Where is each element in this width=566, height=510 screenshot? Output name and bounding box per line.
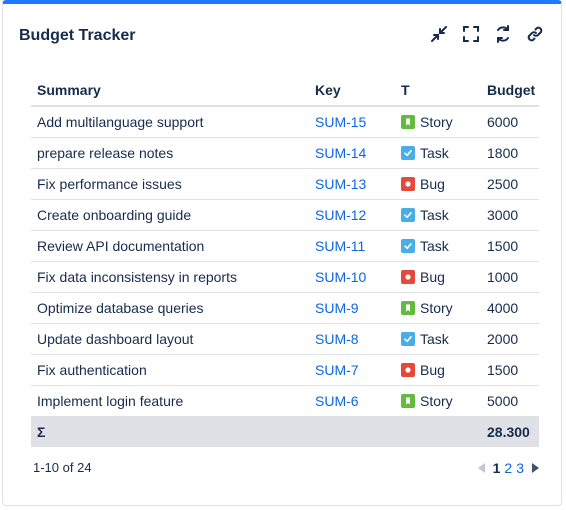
row-key-link[interactable]: SUM-10 bbox=[309, 261, 395, 293]
row-type: Story bbox=[395, 292, 481, 324]
row-type-label: Task bbox=[420, 238, 449, 254]
page-3[interactable]: 3 bbox=[516, 460, 524, 476]
budget-table: Summary Key T Budget Add multilanguage s… bbox=[31, 74, 539, 447]
row-type-label: Bug bbox=[420, 176, 445, 192]
fullscreen-icon bbox=[463, 26, 479, 42]
row-summary[interactable]: Review API documentation bbox=[31, 230, 309, 262]
table-row: Fix authentication SUM-7 Bug 1500 bbox=[31, 354, 539, 386]
row-type: Story bbox=[395, 106, 481, 138]
row-key-link[interactable]: SUM-11 bbox=[309, 230, 395, 262]
row-summary[interactable]: Add multilanguage support bbox=[31, 106, 309, 138]
table-header-row: Summary Key T Budget bbox=[31, 74, 539, 107]
link-icon bbox=[527, 26, 543, 42]
page-1[interactable]: 1 bbox=[492, 460, 501, 476]
row-summary[interactable]: Fix authentication bbox=[31, 354, 309, 386]
row-budget: 1000 bbox=[481, 261, 539, 293]
story-icon bbox=[401, 115, 415, 129]
table-row: Implement login feature SUM-6 Story 5000 bbox=[31, 385, 539, 417]
row-summary[interactable]: Create onboarding guide bbox=[31, 199, 309, 231]
table-row: Optimize database queries SUM-9 Story 4000 bbox=[31, 292, 539, 324]
task-icon bbox=[401, 239, 415, 253]
total-value: 28.300 bbox=[481, 416, 539, 447]
row-key-link[interactable]: SUM-8 bbox=[309, 323, 395, 355]
previous-page-icon[interactable] bbox=[477, 463, 485, 473]
row-type: Task bbox=[395, 199, 481, 231]
row-type-label: Task bbox=[420, 207, 449, 223]
total-label: Σ bbox=[31, 416, 309, 447]
row-type-label: Task bbox=[420, 145, 449, 161]
row-type: Bug bbox=[395, 354, 481, 386]
row-key-link[interactable]: SUM-14 bbox=[309, 137, 395, 169]
minimize-button[interactable] bbox=[429, 24, 449, 44]
row-type-label: Story bbox=[420, 114, 453, 130]
bug-icon bbox=[401, 363, 415, 377]
gadget-title: Budget Tracker bbox=[19, 27, 136, 44]
row-budget: 4000 bbox=[481, 292, 539, 324]
row-type-label: Task bbox=[420, 331, 449, 347]
row-budget: 6000 bbox=[481, 106, 539, 138]
row-budget: 2500 bbox=[481, 168, 539, 200]
row-budget: 5000 bbox=[481, 385, 539, 417]
gadget-actions bbox=[429, 24, 545, 44]
row-key-link[interactable]: SUM-9 bbox=[309, 292, 395, 324]
row-summary[interactable]: Update dashboard layout bbox=[31, 323, 309, 355]
row-key-link[interactable]: SUM-13 bbox=[309, 168, 395, 200]
row-type-label: Story bbox=[420, 393, 453, 409]
row-type: Bug bbox=[395, 261, 481, 293]
row-summary[interactable]: Implement login feature bbox=[31, 385, 309, 417]
story-icon bbox=[401, 394, 415, 408]
table-row: Review API documentation SUM-11 Task 1500 bbox=[31, 230, 539, 262]
row-budget: 3000 bbox=[481, 199, 539, 231]
row-type-label: Bug bbox=[420, 269, 445, 285]
page-2[interactable]: 2 bbox=[504, 460, 513, 476]
bug-icon bbox=[401, 270, 415, 284]
table-row: Create onboarding guide SUM-12 Task 3000 bbox=[31, 199, 539, 231]
row-summary[interactable]: prepare release notes bbox=[31, 137, 309, 169]
row-summary[interactable]: Fix data inconsistensy in reports bbox=[31, 261, 309, 293]
row-type: Task bbox=[395, 137, 481, 169]
task-icon bbox=[401, 208, 415, 222]
table-row: Update dashboard layout SUM-8 Task 2000 bbox=[31, 323, 539, 355]
task-icon bbox=[401, 146, 415, 160]
total-row: Σ 28.300 bbox=[31, 416, 539, 447]
row-budget: 1800 bbox=[481, 137, 539, 169]
column-header-type[interactable]: T bbox=[395, 74, 481, 107]
table-row: Fix data inconsistensy in reports SUM-10 B… bbox=[31, 261, 539, 293]
link-button[interactable] bbox=[525, 24, 545, 44]
row-key-link[interactable]: SUM-6 bbox=[309, 385, 395, 417]
row-summary[interactable]: Optimize database queries bbox=[31, 292, 309, 324]
row-type: Story bbox=[395, 385, 481, 417]
row-key-link[interactable]: SUM-7 bbox=[309, 354, 395, 386]
row-summary[interactable]: Fix performance issues bbox=[31, 168, 309, 200]
pagination-range: 1-10 of 24 bbox=[33, 460, 92, 475]
row-type: Task bbox=[395, 323, 481, 355]
table-row: prepare release notes SUM-14 Task 1800 bbox=[31, 137, 539, 169]
column-header-key[interactable]: Key bbox=[309, 74, 395, 107]
story-icon bbox=[401, 301, 415, 315]
row-key-link[interactable]: SUM-15 bbox=[309, 106, 395, 138]
row-budget: 1500 bbox=[481, 230, 539, 262]
row-budget: 1500 bbox=[481, 354, 539, 386]
table-row: Fix performance issues SUM-13 Bug 2500 bbox=[31, 168, 539, 200]
refresh-icon bbox=[497, 25, 509, 43]
minimize-icon bbox=[431, 26, 447, 42]
next-page-icon[interactable] bbox=[532, 463, 539, 473]
pagination: 1 2 3 bbox=[477, 460, 539, 476]
bug-icon bbox=[401, 177, 415, 191]
row-type-label: Bug bbox=[420, 362, 445, 378]
row-type: Task bbox=[395, 230, 481, 262]
table-footer: 1-10 of 24 1 2 3 bbox=[33, 460, 539, 478]
row-type-label: Story bbox=[420, 300, 453, 316]
row-type: Bug bbox=[395, 168, 481, 200]
row-budget: 2000 bbox=[481, 323, 539, 355]
fullscreen-button[interactable] bbox=[461, 24, 481, 44]
task-icon bbox=[401, 332, 415, 346]
column-header-summary[interactable]: Summary bbox=[31, 74, 309, 107]
row-key-link[interactable]: SUM-12 bbox=[309, 199, 395, 231]
refresh-button[interactable] bbox=[493, 24, 513, 44]
gadget-header: Budget Tracker bbox=[19, 24, 545, 48]
column-header-budget[interactable]: Budget bbox=[481, 74, 539, 107]
table-row: Add multilanguage support SUM-15 Story 6000 bbox=[31, 106, 539, 138]
